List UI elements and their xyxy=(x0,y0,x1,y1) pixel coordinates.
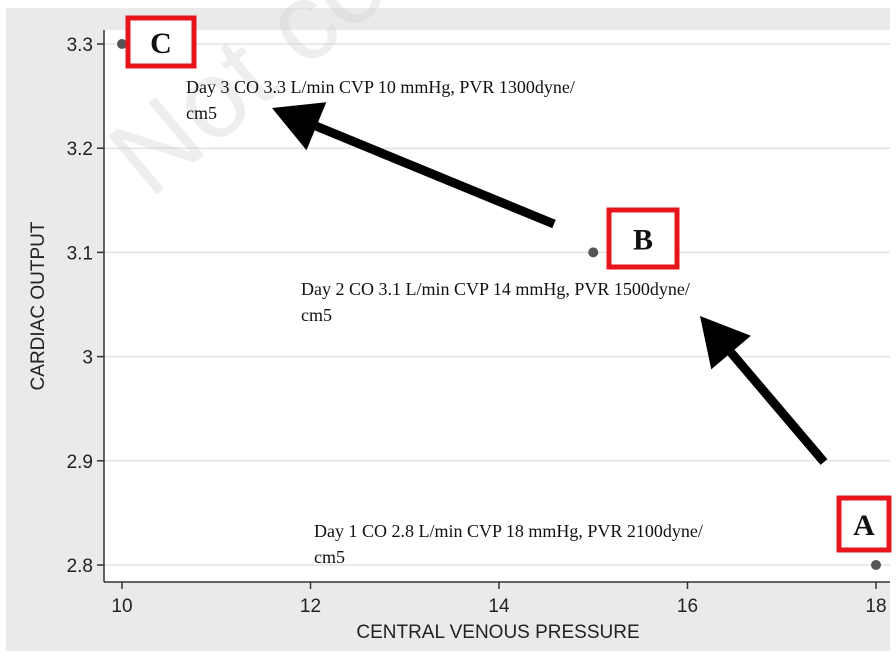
y-tick-label: 2.8 xyxy=(67,556,93,577)
annotation-c-line-1: Day 3 CO 3.3 L/min CVP 10 mmHg, PVR 1300… xyxy=(186,77,575,97)
arrow-shaft-a-b xyxy=(727,349,828,465)
y-tick-label: 3.3 xyxy=(67,35,93,56)
annotations: C Day 3 CO 3.3 L/min CVP 10 mmHg, PVR 130… xyxy=(125,15,892,567)
x-axis-label: CENTRAL VENOUS PRESSURE xyxy=(356,622,639,643)
axes xyxy=(103,30,890,583)
arrow-head-a-b xyxy=(700,316,751,370)
x-ticks: 10 12 14 16 18 xyxy=(111,582,887,617)
label-box-c xyxy=(125,15,197,69)
annotation-b-line-2: cm5 xyxy=(301,305,332,325)
y-tick-label: 2.9 xyxy=(67,452,93,473)
label-letter-a: A xyxy=(853,509,875,542)
annotation-a-line-2: cm5 xyxy=(314,547,345,567)
arrows xyxy=(272,102,828,465)
y-axis-label: CARDIAC OUTPUT xyxy=(28,221,49,390)
plot-area xyxy=(104,30,890,582)
annotation-b-line-1: Day 2 CO 3.1 L/min CVP 14 mmHg, PVR 1500… xyxy=(301,279,690,299)
data-point-b xyxy=(588,247,599,258)
annotation-a-line-1: Day 1 CO 2.8 L/min CVP 18 mmHg, PVR 2100… xyxy=(314,521,703,541)
data-point-c xyxy=(117,39,127,49)
x-tick-label: 18 xyxy=(865,596,886,617)
label-letter-b: B xyxy=(633,224,653,257)
y-ticks: 2.8 2.9 3 3.1 3.2 3.3 xyxy=(67,35,104,577)
y-tick-label: 3.2 xyxy=(67,139,93,160)
arrow-shaft-b-c xyxy=(314,122,556,229)
x-tick-label: 12 xyxy=(300,596,321,617)
x-tick-label: 10 xyxy=(111,596,132,617)
label-box-a xyxy=(836,495,892,553)
gridlines xyxy=(104,43,890,566)
arrow-head-b-c xyxy=(272,102,327,151)
annotation-c-line-2: cm5 xyxy=(186,103,217,123)
points xyxy=(117,39,881,570)
y-tick-label: 3.1 xyxy=(67,243,93,264)
x-tick-label: 14 xyxy=(488,596,510,617)
label-box-b xyxy=(606,207,680,270)
label-letter-c: C xyxy=(150,27,172,60)
data-point-a xyxy=(871,560,881,570)
y-tick-label: 3 xyxy=(82,348,93,369)
x-tick-label: 16 xyxy=(677,596,698,617)
